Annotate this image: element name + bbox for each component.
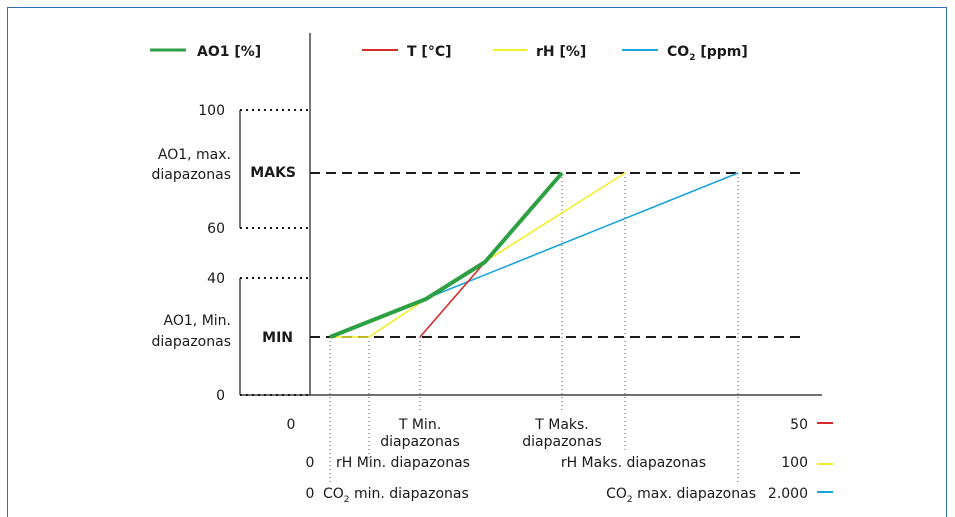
- t-min-label-line1: T Min.: [398, 417, 441, 433]
- y-tick-dotted-lines: [240, 109, 310, 396]
- y-tick-40: 40: [207, 271, 225, 287]
- ao1-min-range-label-line1: AO1, Min.: [164, 313, 231, 329]
- t-min-label-line2: diapazonas: [380, 434, 459, 450]
- diagram-frame: [7, 7, 947, 517]
- legend: AO1 [%] T [°C] rH [%] CO2 [ppm]: [150, 44, 748, 63]
- y-tick-0: 0: [216, 388, 225, 404]
- t-series-line: [419, 261, 486, 338]
- co2-max-label: CO2 max. diapazonas: [606, 486, 756, 505]
- rh-start-label: 0: [306, 455, 315, 471]
- legend-rh-label: rH [%]: [536, 44, 586, 60]
- ao1-max-range-label-line2: diapazonas: [152, 167, 231, 183]
- t-max-label-line1: T Maks.: [534, 417, 589, 433]
- rh-series-line: [330, 172, 626, 338]
- t-max-label-line2: diapazonas: [522, 434, 601, 450]
- legend-co2-label: CO2 [ppm]: [667, 44, 748, 63]
- rh-max-label: rH Maks. diapazonas: [561, 455, 706, 471]
- legend-t-label: T [°C]: [407, 44, 452, 60]
- legend-ao1-label: AO1 [%]: [197, 44, 261, 60]
- y-tick-100: 100: [198, 103, 225, 119]
- level-min-label: MIN: [262, 330, 293, 346]
- ao1-series-line: [329, 171, 564, 339]
- rh-end-label: 100: [781, 455, 808, 471]
- ao1-max-range-label-line1: AO1, max.: [158, 147, 231, 163]
- co2-start-label: 0: [306, 486, 315, 502]
- co2-min-label: CO2 min. diapazonas: [323, 486, 469, 505]
- y-tick-60: 60: [207, 221, 225, 237]
- x-origin-label: 0: [287, 417, 296, 433]
- ao1-min-range-label-line2: diapazonas: [152, 334, 231, 350]
- vertical-guides: [329, 173, 739, 482]
- co2-end-label: 2.000: [768, 486, 808, 502]
- rh-min-label: rH Min. diapazonas: [336, 455, 470, 471]
- level-maks-label: MAKS: [250, 165, 296, 181]
- t-end-label: 50: [790, 417, 808, 433]
